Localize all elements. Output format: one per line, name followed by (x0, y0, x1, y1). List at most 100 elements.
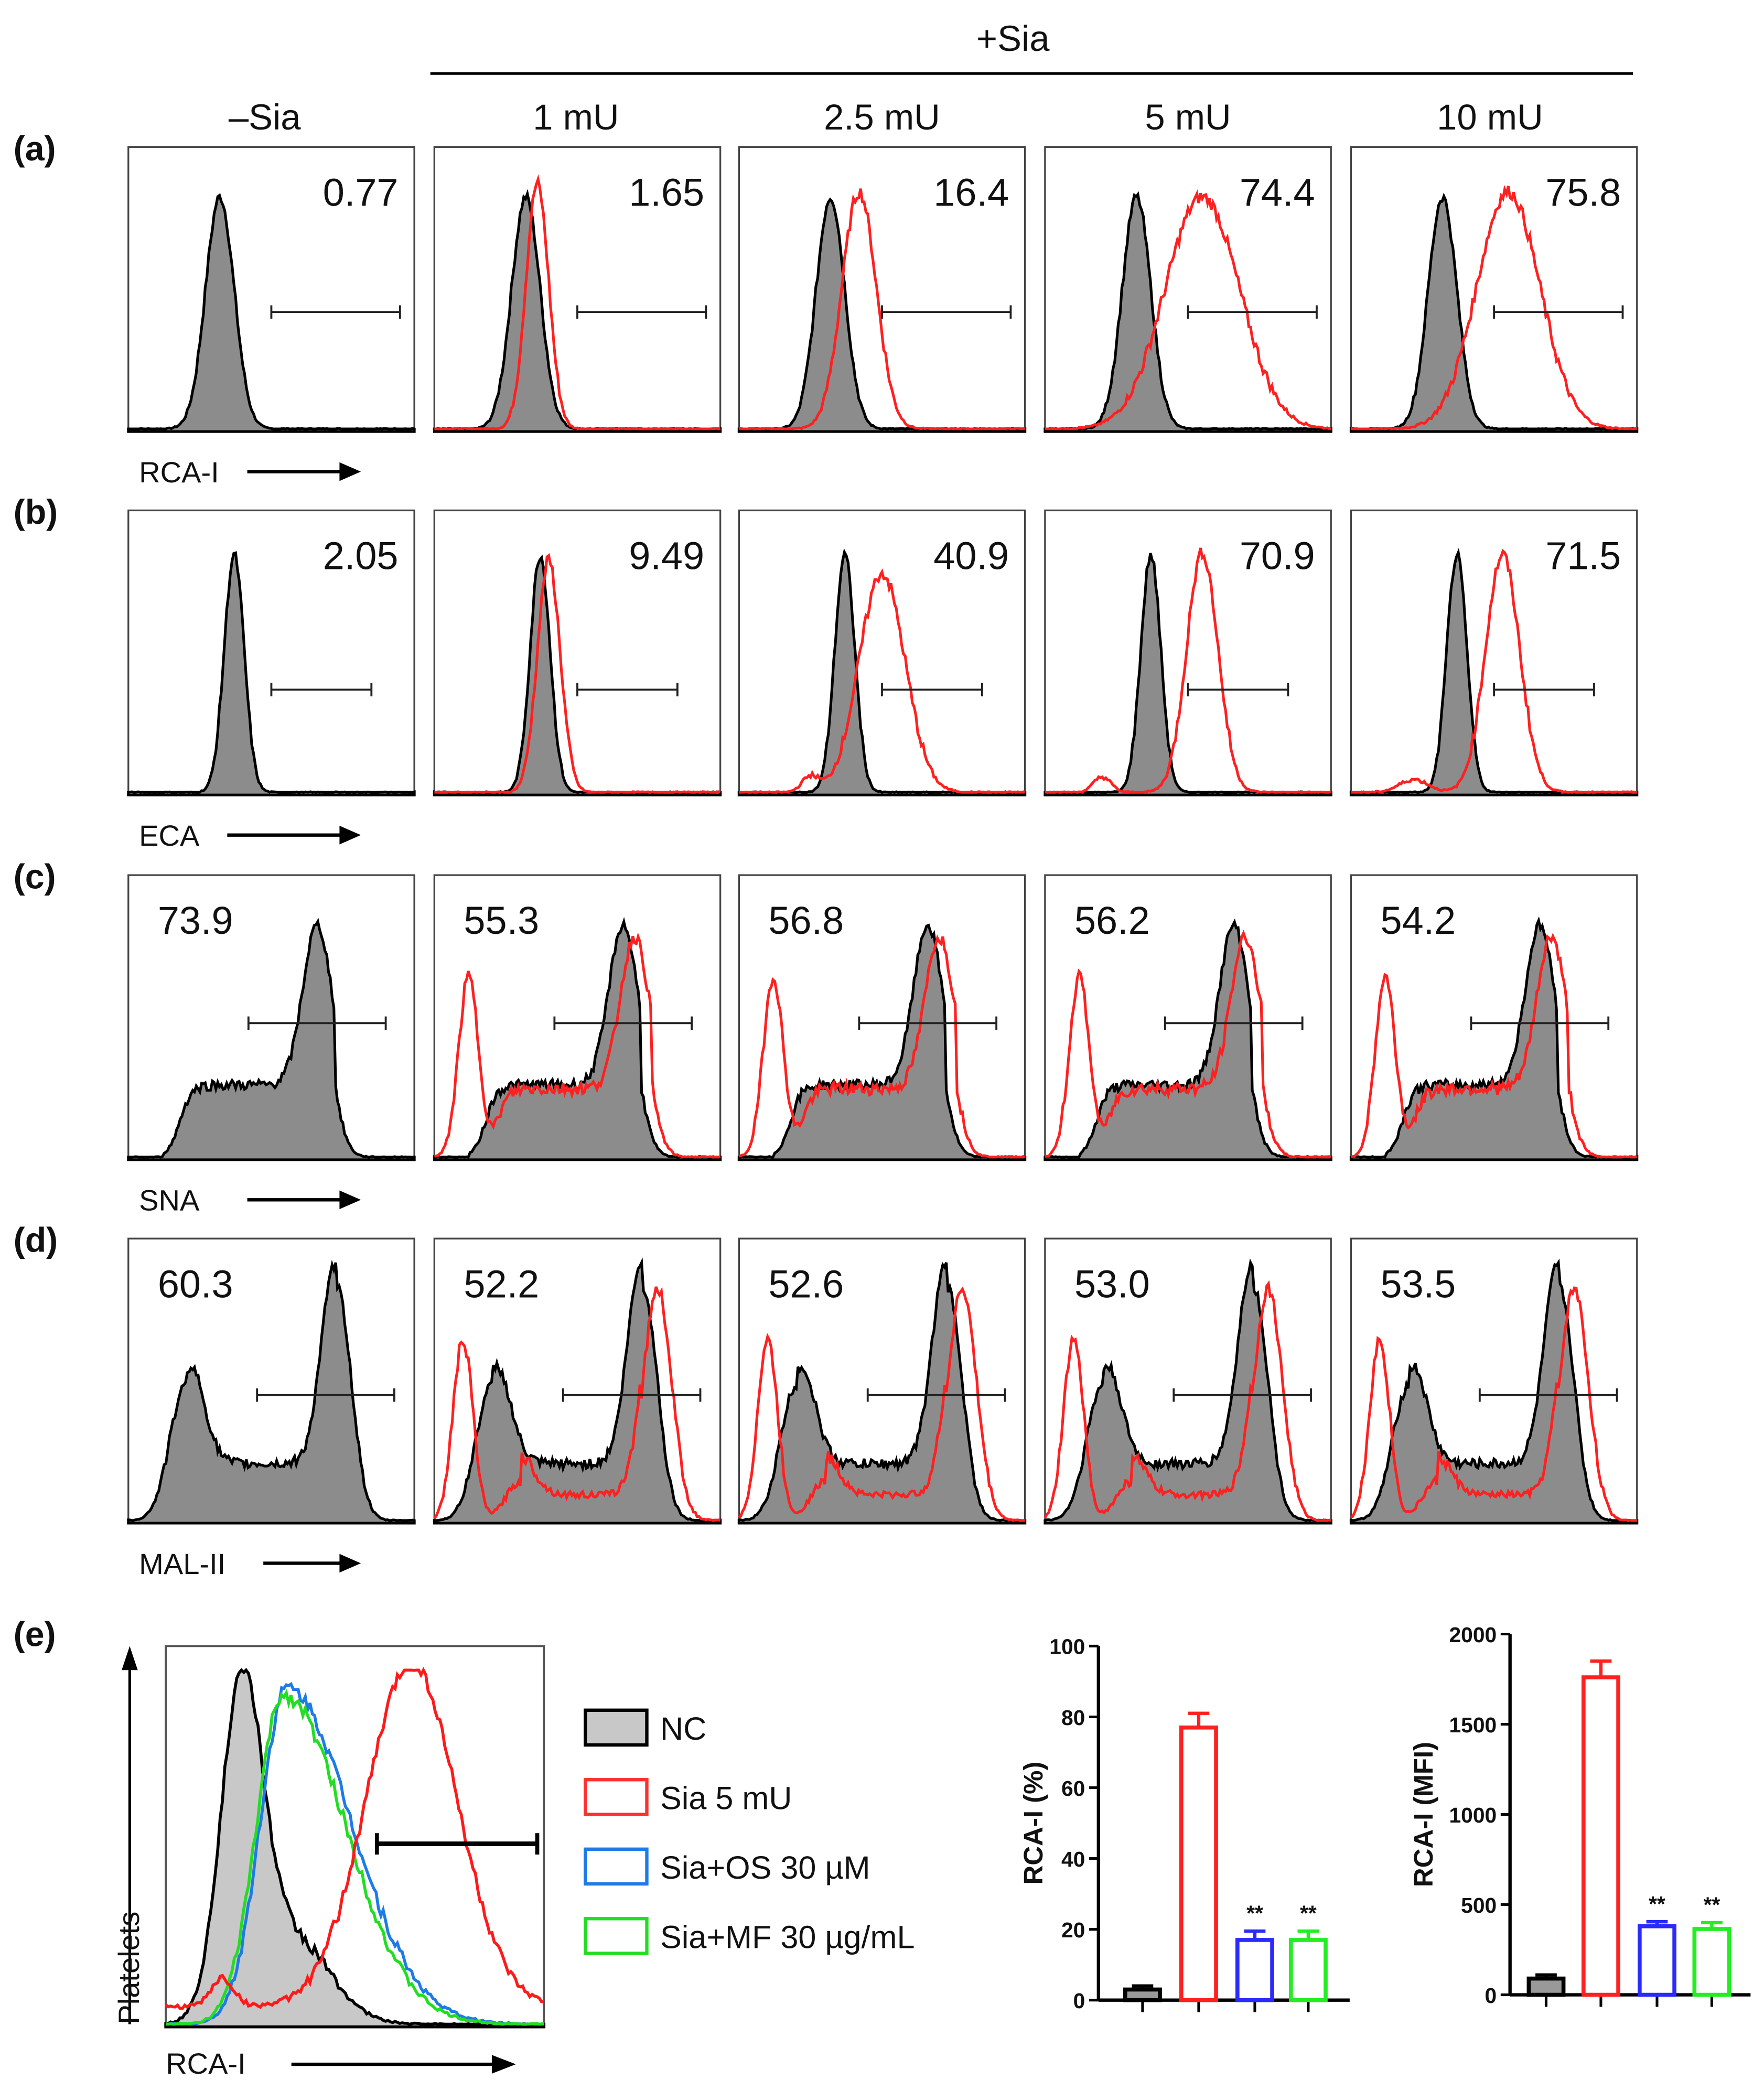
plus-sia-header: +Sia (976, 18, 1050, 59)
significance-label: ** (1704, 1893, 1720, 1917)
histogram-grid: (a) RCA-I 0.77 1.65 16.4 74.4 75.8 (b) ECA 2.05 9.… (14, 130, 1639, 1580)
y-tick-label: 1500 (1449, 1713, 1497, 1737)
dose-header: 10 mU (1437, 97, 1543, 137)
sia-histogram (434, 553, 721, 794)
bar-sia-os-30-m (1235, 1938, 1274, 2002)
panel-frame (127, 509, 415, 796)
panel-e: (e) Platelets RCA-I NC Sia 5 mU Sia+OS 30 … (14, 1615, 915, 2079)
sia-histogram (434, 932, 721, 1159)
gate-percentage: 74.4 (1240, 170, 1315, 214)
x-arrow-head (491, 2055, 516, 2074)
gate-percentage: 60.3 (158, 1262, 233, 1306)
sia-histogram (433, 1286, 721, 1522)
gate-percentage: 52.2 (464, 1262, 539, 1306)
y-tick-label: 20 (1061, 1918, 1085, 1942)
histogram-panel: 75.8 (1349, 146, 1639, 433)
histogram-panel: 60.3 (127, 1237, 416, 1525)
gate-percentage: 56.2 (1074, 899, 1150, 942)
minus-sia-header: –Sia (229, 97, 301, 137)
histogram-panel: 71.5 (1349, 509, 1639, 796)
significance-label: ** (1649, 1892, 1665, 1916)
sia-histogram (1350, 185, 1638, 430)
control-histogram (1044, 191, 1332, 433)
bar-sia-mf-30-g-ml (1288, 1938, 1328, 2002)
control-histogram (127, 193, 416, 433)
gate-percentage: 2.05 (323, 534, 399, 578)
x-arrow-head (339, 1554, 361, 1573)
panel-frame (1044, 509, 1332, 796)
x-axis-label: SNA (139, 1184, 200, 1217)
histogram-panel: 1.65 (433, 146, 722, 433)
bar-charts: 0 20 40 60 80 100 RCA-I (%) ** ** 0 500 1000 1500 200… (1018, 1623, 1751, 2013)
panel-frame (127, 146, 415, 433)
gate-percentage: 1.65 (629, 170, 704, 214)
y-tick-label: 0 (1073, 1989, 1085, 2013)
bar-chart: 0 20 40 60 80 100 RCA-I (%) ** ** (1018, 1635, 1350, 2013)
histogram-panel: 56.8 (737, 874, 1027, 1161)
legend-label: Sia+OS 30 µM (660, 1850, 870, 1885)
control-histogram (127, 918, 416, 1161)
legend-swatch (584, 1708, 649, 1747)
panel-frame (1044, 146, 1332, 433)
gate-percentage: 9.49 (629, 534, 704, 578)
gate-percentage: 56.8 (768, 899, 844, 942)
y-tick-label: 500 (1461, 1893, 1497, 1917)
y-tick-label: 2000 (1449, 1623, 1497, 1647)
histogram-panel: 2.05 (127, 509, 416, 796)
histogram-panel: 56.2 (1044, 874, 1332, 1161)
panel-label: (e) (14, 1615, 56, 1654)
sia-histogram (1045, 189, 1331, 430)
histogram-panel: 40.9 (737, 509, 1027, 796)
sia-histogram (738, 1286, 1025, 1522)
legend-label: Sia+MF 30 µg/mL (660, 1919, 915, 1955)
gate-percentage: 70.9 (1240, 534, 1315, 578)
y-tick-label: 40 (1061, 1847, 1085, 1871)
histogram-panel: 0.77 (127, 146, 416, 433)
gate-percentage: 75.8 (1545, 170, 1621, 214)
y-tick-label: 1000 (1449, 1803, 1497, 1827)
histogram-panel: 55.3 (433, 874, 722, 1161)
sia-histogram (739, 568, 1026, 794)
histogram-panel: 16.4 (737, 146, 1027, 433)
legend-label: NC (660, 1711, 706, 1747)
legend-swatch (584, 1778, 649, 1816)
panel-label: (a) (14, 130, 56, 168)
bar-sia-os-30-m (1638, 1924, 1676, 1997)
dose-header: 2.5 mU (824, 97, 940, 137)
y-tick-label: 0 (1485, 1984, 1497, 2008)
sia-histogram (1045, 547, 1331, 794)
dose-header: 1 mU (533, 97, 619, 137)
control-histogram (127, 1259, 416, 1525)
gate-percentage: 0.77 (323, 170, 399, 214)
panel-label: (c) (14, 858, 56, 897)
histogram-panel: 70.9 (1044, 509, 1332, 796)
sia-histogram (165, 1667, 544, 2010)
legend-swatch (584, 1917, 649, 1955)
x-axis-label: RCA-I (139, 456, 219, 489)
x-axis-label: RCA-I (166, 2047, 246, 2080)
sia-histogram (738, 188, 1026, 430)
panel-frame (1350, 509, 1638, 796)
sia-histogram (1044, 1280, 1331, 1522)
panel-label: (b) (14, 493, 58, 532)
sia-histogram (1351, 933, 1638, 1159)
significance-label: ** (1300, 1901, 1317, 1925)
gate-percentage: 40.9 (933, 534, 1009, 578)
gate-percentage: 71.5 (1545, 534, 1621, 578)
sia-histogram (738, 934, 1026, 1159)
sia-histogram (434, 174, 721, 430)
histogram-panel: 73.9 (127, 874, 416, 1161)
legend-label: Sia 5 mU (660, 1780, 792, 1816)
mf-histogram (165, 1688, 544, 2026)
histogram-panel: 53.0 (1044, 1237, 1332, 1525)
y-tick-label: 60 (1061, 1776, 1085, 1801)
x-axis-label: ECA (139, 819, 200, 852)
histogram-panel: 74.4 (1044, 146, 1332, 433)
bar-chart: 0 500 1000 1500 2000 RCA-I (MFI) ** ** (1408, 1623, 1751, 2008)
gate-percentage: 53.0 (1074, 1262, 1150, 1306)
sia-histogram (1350, 1286, 1637, 1522)
x-axis-label: MAL-II (139, 1547, 225, 1580)
panel-frame (433, 146, 722, 433)
gate-percentage: 52.6 (768, 1262, 844, 1306)
histogram-panel: 53.5 (1349, 1237, 1639, 1525)
